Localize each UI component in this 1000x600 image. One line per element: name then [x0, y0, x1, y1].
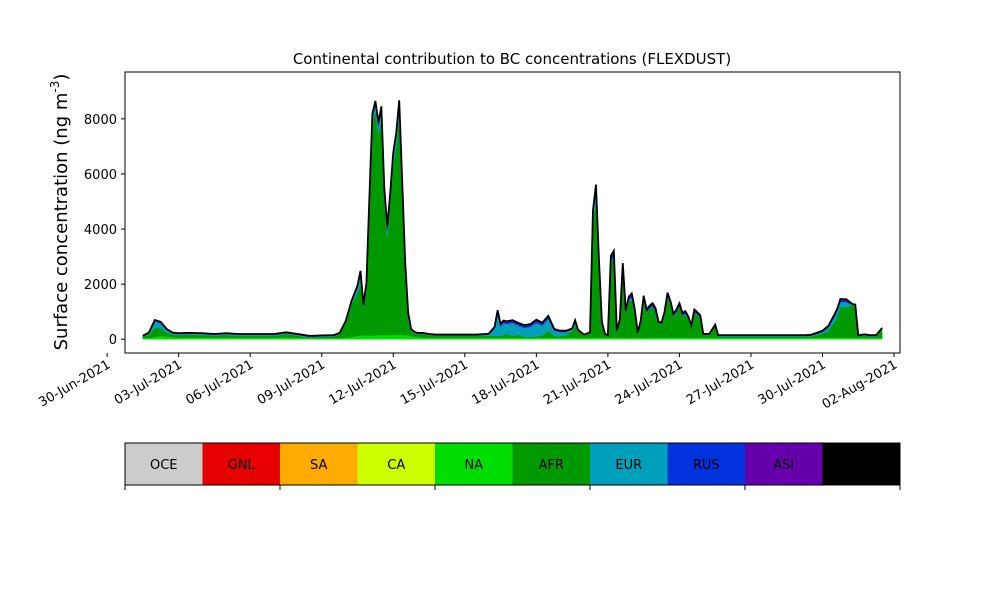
y-tick-label: 2000: [84, 278, 117, 293]
legend-frame: [124, 442, 901, 486]
legend-label-na: NA: [464, 458, 483, 473]
x-tick-label: 27-Jul-2021: [684, 357, 757, 408]
x-tick-label: 09-Jul-2021: [255, 357, 328, 408]
legend-swatch-rus: [667, 443, 746, 485]
legend-label-afr: AFR: [539, 458, 564, 473]
legend-label-aus: AUS: [848, 458, 875, 473]
x-tick-label: 18-Jul-2021: [470, 357, 543, 408]
legend-swatch-eur: [590, 443, 668, 485]
plot-frame: [124, 71, 901, 354]
chart-title: Continental contribution to BC concentra…: [293, 50, 731, 68]
legend-label-sa: SA: [310, 458, 327, 473]
total-outline: [142, 100, 883, 337]
y-axis-label: Surface concentration (ng m-3): [48, 74, 72, 351]
legend-label-asi: ASI: [773, 458, 794, 473]
x-tick-label: 03-Jul-2021: [112, 357, 185, 408]
x-tick-label: 30-Jul-2021: [756, 357, 829, 408]
legend-label-ca: CA: [387, 458, 405, 473]
area-rus: [142, 103, 883, 337]
x-tick-label: 30-Jun-2021: [36, 357, 113, 410]
y-tick-label: 8000: [84, 113, 117, 128]
stacked-areas: [142, 100, 883, 340]
y-tick-label: 4000: [84, 223, 117, 238]
area-eur: [142, 105, 883, 338]
legend-swatch-na: [435, 443, 513, 485]
area-aus: [142, 100, 883, 337]
y-axis-label-close: ): [51, 74, 72, 81]
legend-swatch-oce: [125, 443, 203, 485]
total-line: [142, 100, 883, 337]
area-asi: [142, 100, 883, 337]
y-tick-label: 0: [109, 333, 117, 348]
x-axis: 30-Jun-202103-Jul-202106-Jul-202109-Jul-…: [36, 353, 900, 413]
x-tick-label: 12-Jul-2021: [326, 357, 399, 408]
legend-swatch-asi: [745, 443, 823, 485]
y-axis-label-main: Surface concentration (ng m: [51, 93, 72, 351]
legend-swatch-aus: [822, 443, 901, 485]
legend-label-eur: EUR: [615, 458, 642, 473]
legend-colorbar: OCE GNL SA CA NA AFR EUR RUS ASI AUS: [124, 442, 901, 490]
legend-swatch-gnl: [202, 443, 281, 485]
y-axis: 0 2000 4000 6000 8000: [84, 113, 125, 348]
legend-label-oce: OCE: [150, 458, 178, 473]
x-tick-label: 02-Aug-2021: [820, 357, 900, 412]
legend-swatch-ca: [357, 443, 436, 485]
legend-label-rus: RUS: [693, 458, 720, 473]
y-axis-label-sup: -3: [48, 81, 62, 93]
area-afr: [142, 112, 883, 339]
x-tick-label: 24-Jul-2021: [613, 357, 686, 408]
x-tick-label: 06-Jul-2021: [183, 357, 256, 408]
legend-swatch-sa: [280, 443, 358, 485]
x-tick-label: 21-Jul-2021: [541, 357, 614, 408]
y-tick-label: 6000: [84, 168, 117, 183]
x-tick-label: 15-Jul-2021: [398, 357, 471, 408]
legend-swatch-afr: [512, 443, 591, 485]
legend-label-gnl: GNL: [228, 458, 256, 473]
